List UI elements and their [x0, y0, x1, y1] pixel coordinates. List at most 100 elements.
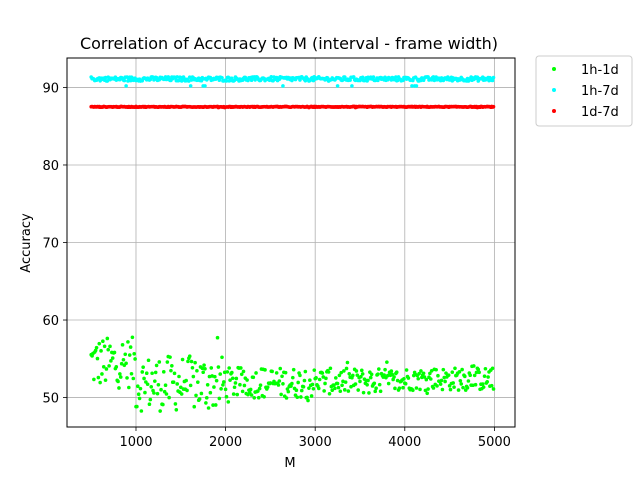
- data-point: [132, 352, 136, 356]
- legend-marker: [552, 67, 556, 71]
- data-point: [491, 104, 496, 109]
- data-point: [438, 382, 443, 386]
- data-point: [205, 383, 210, 387]
- data-point: [118, 375, 123, 379]
- data-point: [215, 335, 220, 340]
- data-point: [197, 397, 202, 401]
- data-point: [102, 344, 107, 349]
- data-point: [298, 373, 302, 378]
- data-point: [242, 383, 247, 388]
- data-point: [446, 373, 451, 377]
- data-point: [376, 372, 380, 376]
- data-point: [359, 368, 364, 373]
- data-point: [105, 336, 110, 341]
- data-point: [472, 373, 477, 378]
- data-point: [311, 386, 316, 391]
- data-point: [374, 386, 378, 391]
- data-point: [401, 385, 405, 390]
- data-point: [448, 387, 453, 392]
- data-point: [337, 373, 342, 378]
- data-point: [119, 361, 124, 366]
- data-point: [96, 375, 101, 380]
- data-point: [440, 387, 445, 392]
- data-point: [139, 409, 144, 413]
- data-point: [343, 380, 348, 384]
- data-point: [128, 78, 133, 83]
- data-point: [350, 84, 354, 88]
- data-point: [256, 389, 260, 393]
- data-point: [172, 371, 177, 376]
- data-point: [378, 389, 383, 394]
- data-point: [328, 366, 333, 371]
- data-point: [286, 389, 291, 394]
- data-point: [317, 377, 322, 382]
- data-point: [290, 381, 294, 386]
- y-tick-label: 80: [42, 159, 59, 174]
- data-point: [213, 403, 218, 407]
- data-point: [305, 395, 309, 400]
- data-point: [410, 84, 414, 88]
- series-1d-7d: [89, 104, 496, 110]
- data-point: [164, 392, 169, 396]
- data-point: [485, 379, 490, 384]
- data-point: [320, 371, 325, 375]
- data-point: [101, 364, 106, 369]
- data-point: [394, 370, 399, 375]
- data-point: [123, 352, 128, 357]
- data-point: [367, 391, 371, 395]
- data-point: [347, 372, 352, 376]
- data-point: [217, 78, 222, 83]
- data-point: [309, 394, 314, 398]
- legend-entry: 1h-1d: [552, 63, 619, 78]
- data-point: [414, 84, 419, 88]
- data-point: [280, 374, 284, 379]
- data-point: [403, 381, 408, 386]
- data-point: [174, 407, 179, 412]
- legend-entry: 1d-7d: [552, 105, 619, 120]
- legend-entry: 1h-7d: [552, 84, 619, 99]
- data-point: [428, 371, 432, 376]
- data-point: [279, 392, 283, 397]
- data-point: [418, 387, 422, 392]
- data-points: [89, 75, 496, 413]
- data-point: [150, 371, 154, 376]
- data-point: [442, 375, 447, 380]
- data-point: [303, 369, 308, 374]
- data-point: [277, 379, 282, 383]
- data-point: [321, 375, 326, 379]
- data-point: [138, 386, 143, 391]
- data-point: [252, 396, 257, 400]
- data-point: [369, 372, 374, 377]
- data-point: [422, 375, 427, 379]
- data-point: [283, 370, 288, 375]
- data-point: [473, 382, 478, 387]
- data-point: [92, 377, 96, 382]
- data-point: [402, 376, 406, 381]
- data-point: [361, 390, 366, 395]
- data-point: [299, 395, 303, 399]
- data-point: [117, 386, 121, 390]
- data-point: [274, 371, 279, 375]
- data-point: [349, 384, 353, 389]
- data-point: [429, 369, 434, 373]
- chart-title: Correlation of Accuracy to M (interval -…: [80, 34, 498, 53]
- data-point: [231, 392, 236, 396]
- data-point: [188, 383, 193, 388]
- data-point: [457, 370, 462, 374]
- data-point: [239, 372, 244, 377]
- data-point: [93, 348, 98, 353]
- data-point: [203, 84, 207, 88]
- data-point: [382, 373, 386, 377]
- data-point: [209, 366, 214, 370]
- data-point: [251, 375, 256, 380]
- data-point: [240, 389, 245, 394]
- data-point: [441, 367, 446, 372]
- data-point: [314, 376, 318, 380]
- data-point: [434, 367, 438, 372]
- data-point: [232, 385, 237, 390]
- data-point: [460, 367, 464, 372]
- data-point: [483, 366, 488, 371]
- legend-box: [535, 55, 633, 127]
- data-point: [109, 359, 113, 363]
- data-point: [94, 345, 99, 350]
